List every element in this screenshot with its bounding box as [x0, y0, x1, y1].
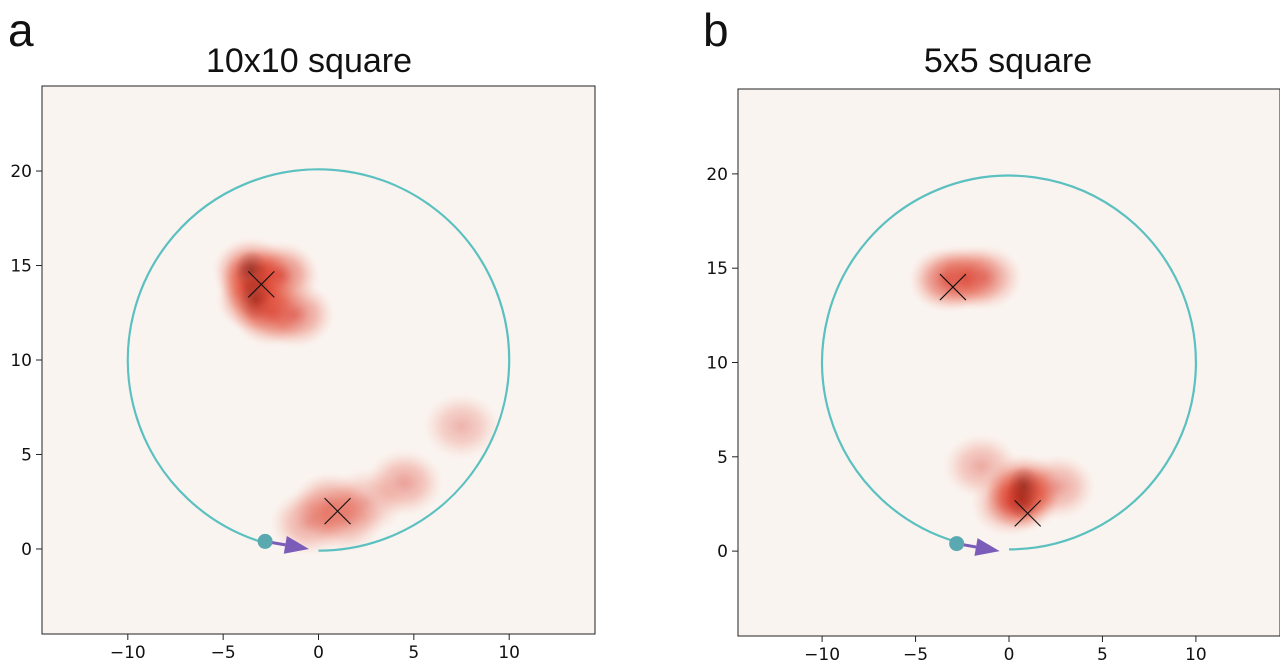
target-x-stroke — [324, 497, 351, 525]
x-tick-label: 5 — [1097, 645, 1108, 663]
start-point — [257, 533, 273, 549]
y-tick-label: 5 — [717, 448, 728, 468]
trajectory-circle — [821, 174, 1197, 551]
x-tick-label: −10 — [804, 645, 840, 663]
heat-blob — [366, 450, 443, 516]
x-tick-label: 10 — [1185, 645, 1207, 663]
y-tick-label: 0 — [717, 542, 728, 562]
x-tick-label: −5 — [211, 643, 236, 663]
panel-title-a: 10x10 square — [206, 42, 412, 80]
heatmap-b — [909, 245, 1095, 536]
y-tick-label: 10 — [706, 354, 728, 374]
ticks-a: −10 −5 0 5 10 0 5 10 15 20 — [10, 162, 520, 663]
target-x-stroke — [247, 271, 275, 298]
x-tick-label: 0 — [313, 643, 324, 663]
heat-blob — [943, 434, 1019, 499]
ticks-b: −10 −5 0 5 10 0 5 10 15 20 — [706, 165, 1206, 663]
x-tick-label: 0 — [1004, 645, 1015, 663]
y-tick-label: 5 — [21, 445, 32, 465]
target-x-marker — [939, 273, 967, 301]
target-x-stroke — [939, 273, 967, 301]
y-tick-label: 15 — [706, 259, 728, 279]
direction-arrow-head — [974, 538, 1000, 556]
target-x-marker — [1014, 500, 1042, 527]
y-tick-label: 0 — [21, 540, 32, 560]
heat-blob — [947, 245, 1023, 310]
direction-arrow-head — [283, 536, 309, 554]
target-x-stroke — [1014, 500, 1042, 527]
start-point — [949, 536, 965, 552]
x-tick-label: 5 — [408, 643, 419, 663]
heatmap-a — [213, 238, 500, 555]
y-tick-label: 10 — [10, 351, 32, 371]
trajectory-circle — [126, 168, 511, 552]
overlay-a — [126, 168, 511, 554]
panel-b: b 5x5 square −10 −5 0 5 10 0 5 10 15 20 — [703, 4, 1280, 663]
panel-letter-b: b — [703, 4, 729, 56]
plot-area-b — [738, 89, 1280, 636]
panel-a: a 10x10 square −10 −5 0 5 10 0 5 10 15 20 — [8, 4, 596, 663]
y-tick-label: 15 — [10, 257, 32, 277]
x-tick-label: 10 — [498, 643, 520, 663]
y-tick-label: 20 — [10, 162, 32, 182]
x-tick-label: −5 — [903, 645, 928, 663]
panel-letter-a: a — [8, 4, 34, 56]
y-tick-label: 20 — [706, 165, 728, 185]
x-tick-label: −10 — [110, 643, 146, 663]
panel-title-b: 5x5 square — [924, 42, 1092, 80]
target-x-marker — [324, 497, 351, 525]
target-x-marker — [247, 271, 275, 298]
overlay-b — [821, 174, 1197, 556]
